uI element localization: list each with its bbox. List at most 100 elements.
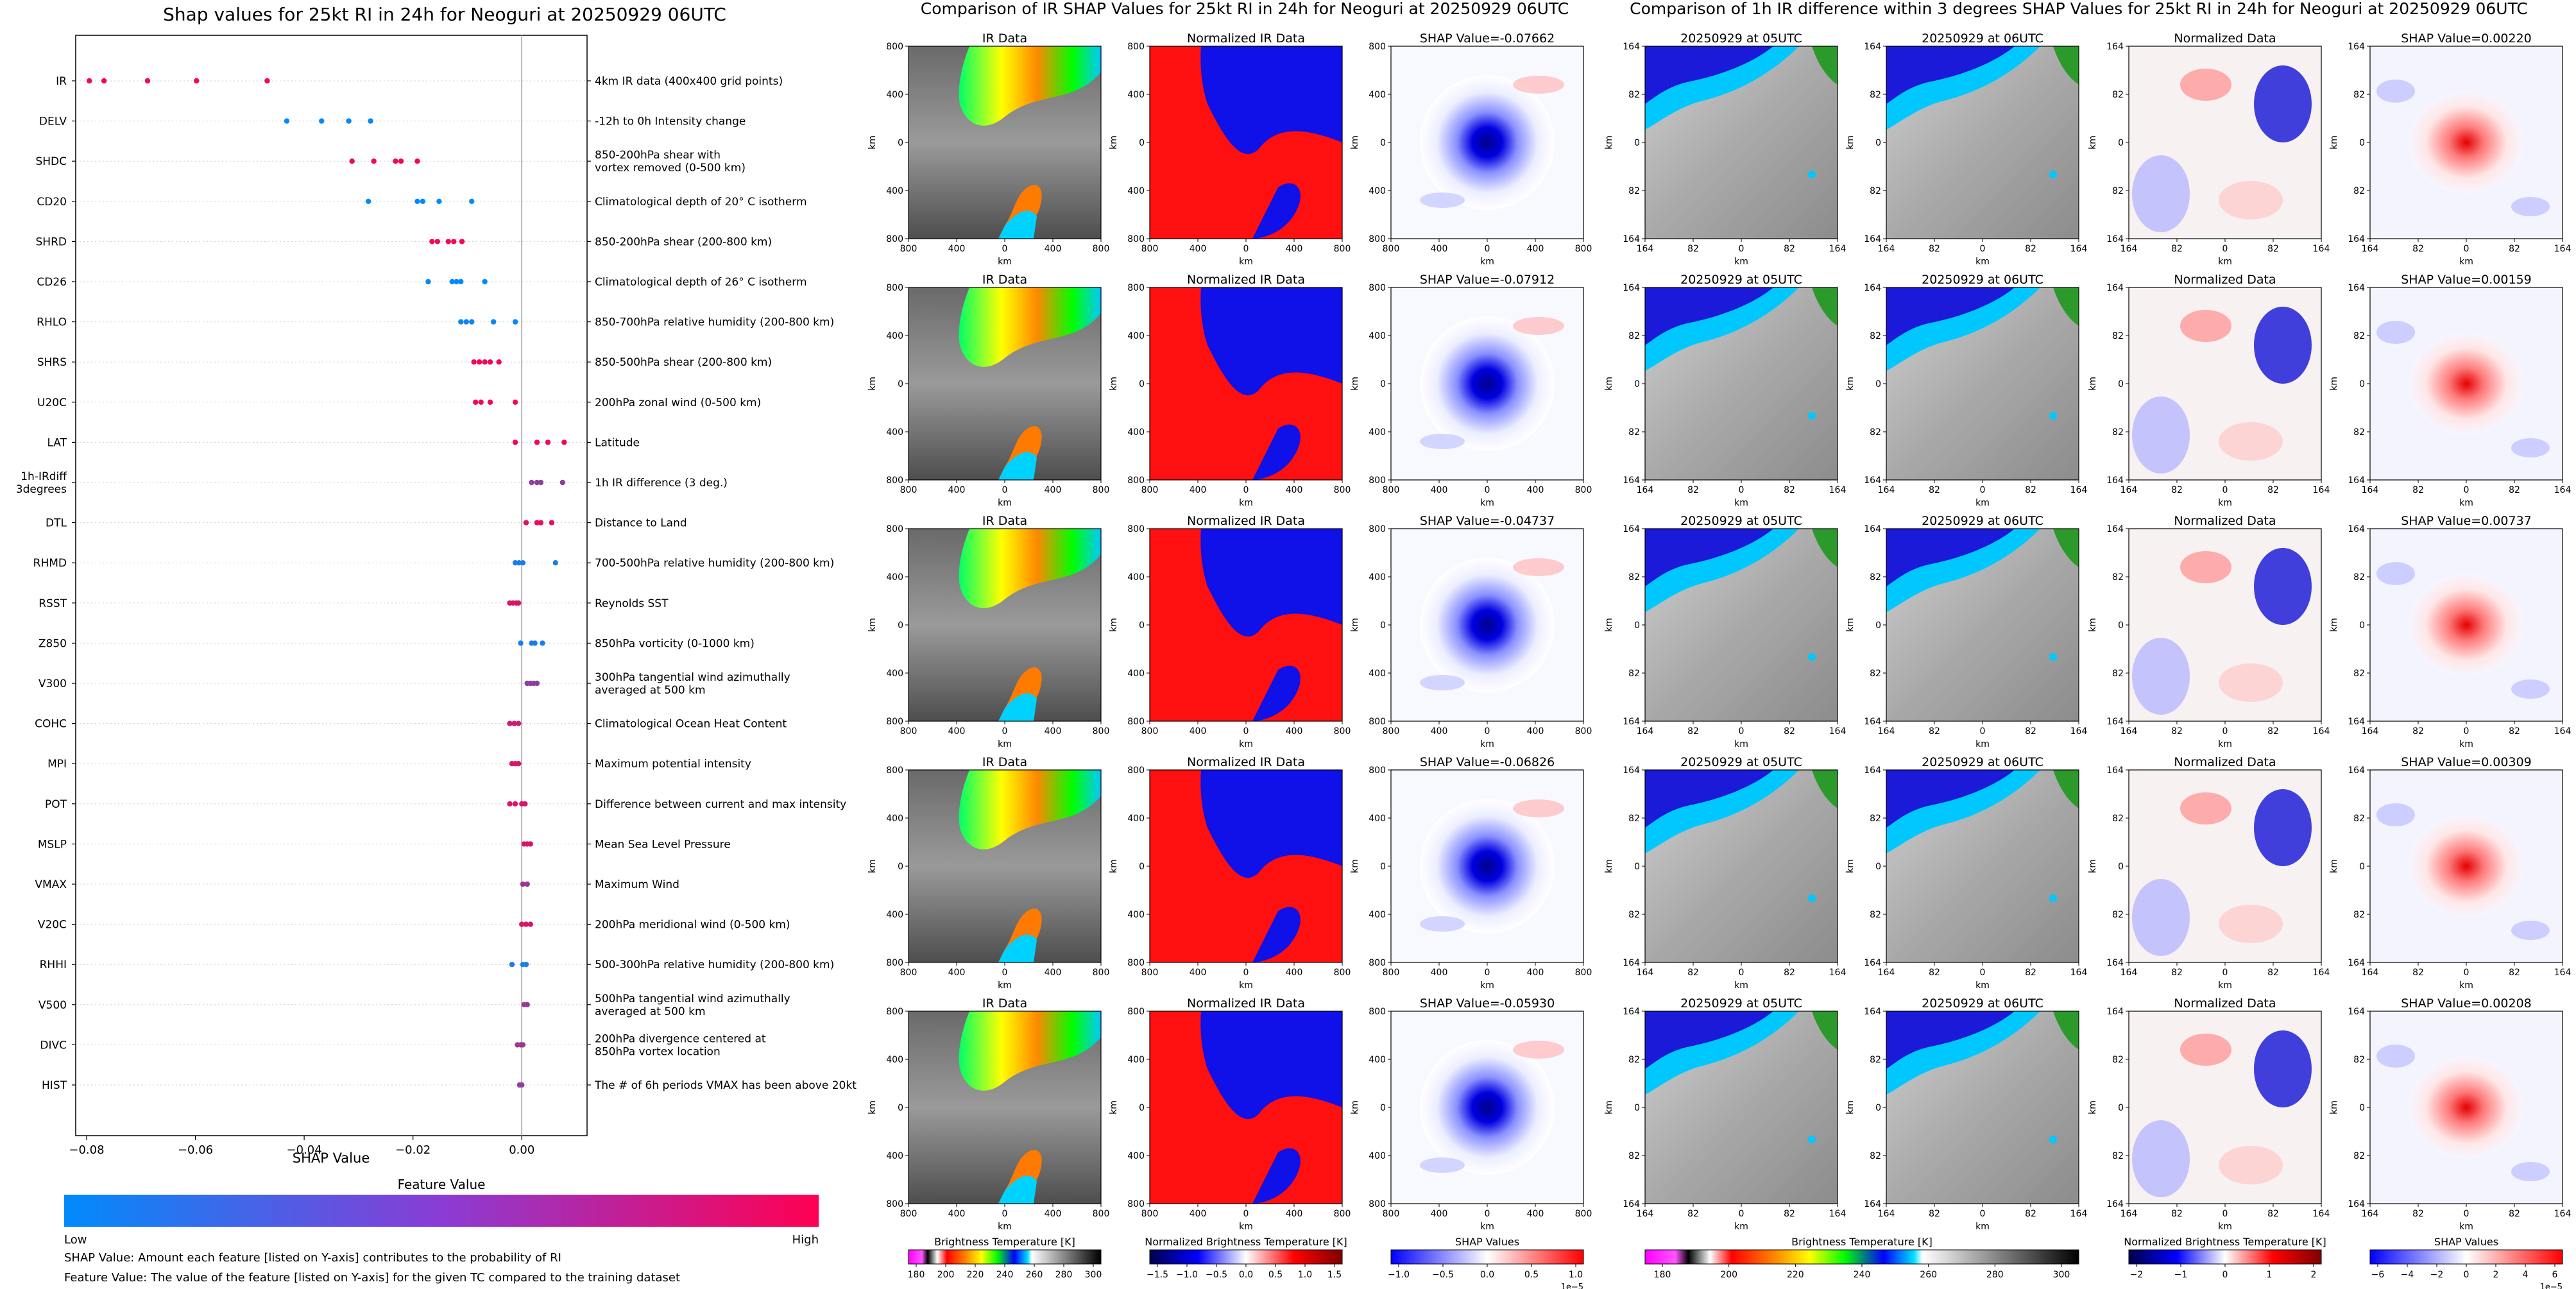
x-tick-label: 82 — [1784, 1209, 1795, 1219]
colorbar-title: Normalized Brightness Temperature [K] — [1145, 1236, 1347, 1248]
shap-diff-neg — [2376, 1045, 2415, 1068]
x-tick-label: 400 — [1286, 485, 1303, 495]
panel-title: SHAP Value=0.00737 — [2401, 514, 2532, 528]
colorbar: Brightness Temperature [K] 180 200 220 240 26… — [908, 1236, 1102, 1280]
y-axis-label: km — [1845, 859, 1855, 873]
y-tick-label: 800 — [1127, 958, 1145, 968]
y-tick-label: 400 — [1369, 427, 1386, 438]
x-tick-label: 800 — [1383, 968, 1400, 978]
feature-colorbar — [64, 1195, 819, 1227]
normalized-image — [1150, 287, 1342, 480]
x-tick-label: 800 — [1093, 1209, 1110, 1219]
y-tick-label: 82 — [2353, 910, 2365, 920]
ir-diff-comparison-grid: Comparison of 1h IR difference within 3 … — [1604, 0, 2571, 1289]
x-axis-label: km — [1975, 980, 1990, 991]
y-tick-label: 800 — [1127, 283, 1145, 293]
x-tick-label: 164 — [2554, 244, 2572, 254]
shap-diff-image — [2370, 529, 2563, 721]
colorbar-tick-label: −1.0 — [1388, 1270, 1410, 1280]
feature-description: vortex removed (0-500 km) — [595, 162, 746, 175]
shap-diff-blob — [2409, 815, 2524, 918]
shap-blob — [1420, 1040, 1555, 1175]
y-tick-label: 164 — [1864, 1199, 1881, 1209]
feature-label: VMAX — [35, 878, 67, 891]
x-tick-label: 0 — [1980, 726, 1986, 737]
y-tick-label: 0 — [898, 1103, 903, 1113]
x-tick-label: 82 — [2509, 485, 2520, 495]
y-tick-label: 82 — [2353, 186, 2365, 196]
shap-point — [524, 881, 530, 887]
y-tick-label: 82 — [2112, 1151, 2124, 1161]
x-tick-label: 0 — [1002, 1209, 1008, 1219]
norm-diff-blue2 — [2132, 1120, 2190, 1197]
y-tick-label: 82 — [1628, 1055, 1640, 1065]
diff-image — [1886, 770, 2079, 962]
x-tick-label: 0 — [2222, 244, 2228, 254]
y-axis-label: km — [1350, 618, 1360, 632]
diff-image — [1645, 529, 1838, 721]
x-tick-label: 400 — [1431, 244, 1448, 254]
panel-title: IR Data — [982, 514, 1027, 528]
x-tick-label: 164 — [2362, 244, 2379, 254]
y-axis-label: km — [2329, 135, 2339, 149]
y-tick-label: 164 — [1864, 717, 1881, 727]
feature-row-v300: V300 300hPa tangential wind azimuthallyav… — [38, 671, 790, 697]
x-tick-label: 164 — [2070, 485, 2088, 495]
x-axis-label: km — [2218, 498, 2232, 508]
colorbar-tick-label: 0.0 — [1239, 1270, 1253, 1280]
x-tick-label: 400 — [1045, 1209, 1062, 1219]
x-tick-label: 800 — [1141, 485, 1159, 495]
feature-description: Maximum Wind — [595, 878, 679, 891]
colorbar-tick-label: 1.0 — [1569, 1270, 1583, 1280]
panel-title: IR Data — [982, 996, 1027, 1011]
x-tick-label: 82 — [2025, 1209, 2036, 1219]
x-tick-label: 0 — [1243, 244, 1249, 254]
convective-core — [998, 210, 1037, 239]
x-tick-label: 0 — [1739, 1209, 1744, 1219]
panel-title: Normalized Data — [2174, 273, 2276, 287]
y-tick-label: 800 — [886, 1199, 903, 1209]
x-tick-label: 800 — [900, 726, 917, 737]
x-tick-label: 800 — [1575, 726, 1592, 737]
x-tick-label: 82 — [2267, 1209, 2279, 1219]
y-axis-label: km — [2088, 377, 2098, 391]
y-tick-label: 800 — [1369, 234, 1386, 244]
colorbar: SHAP Values −6 −4 −2 0 2 4 6 1e−5 — [2369, 1236, 2563, 1289]
x-tick-label: 164 — [1637, 1209, 1654, 1219]
shap-diff-neg2 — [2511, 1162, 2550, 1181]
y-tick-label: 400 — [1369, 814, 1386, 824]
diff-spot — [1808, 653, 1816, 661]
y-tick-label: 400 — [1127, 331, 1145, 341]
x-tick-label: 164 — [2120, 485, 2138, 495]
convective-core — [998, 934, 1037, 962]
y-tick-label: 164 — [1864, 475, 1881, 486]
x-tick-label: 164 — [2313, 485, 2330, 495]
x-tick-label: 400 — [948, 485, 966, 495]
colorbar-tick-label: 4 — [2523, 1270, 2529, 1280]
y-axis-label: km — [2088, 135, 2098, 149]
colorbar-tick-label: 0 — [2464, 1270, 2469, 1280]
x-tick-label: 400 — [1190, 726, 1207, 737]
feature-row-hist: HIST The # of 6h periods VMAX has been ab… — [42, 1079, 857, 1092]
x-tick-label: 400 — [948, 726, 966, 737]
y-tick-label: 400 — [886, 331, 903, 341]
x-tick-label: 164 — [2362, 968, 2379, 978]
shap-point — [346, 118, 352, 124]
x-tick-label: 164 — [2313, 968, 2330, 978]
shap-point — [445, 239, 451, 244]
norm-diff-image — [2129, 529, 2321, 721]
shap-point — [425, 278, 431, 285]
norm-diff-red — [2180, 551, 2231, 583]
x-tick-label: 400 — [1527, 244, 1544, 254]
x-tick-label: 800 — [1383, 726, 1400, 737]
feature-row-delv: DELV -12h to 0h Intensity change — [39, 115, 746, 128]
feature-description: 850-700hPa relative humidity (200-800 km… — [595, 316, 834, 329]
colorbar-offset: 1e−5 — [1561, 1283, 1583, 1289]
x-tick-label: 82 — [2025, 968, 2036, 978]
